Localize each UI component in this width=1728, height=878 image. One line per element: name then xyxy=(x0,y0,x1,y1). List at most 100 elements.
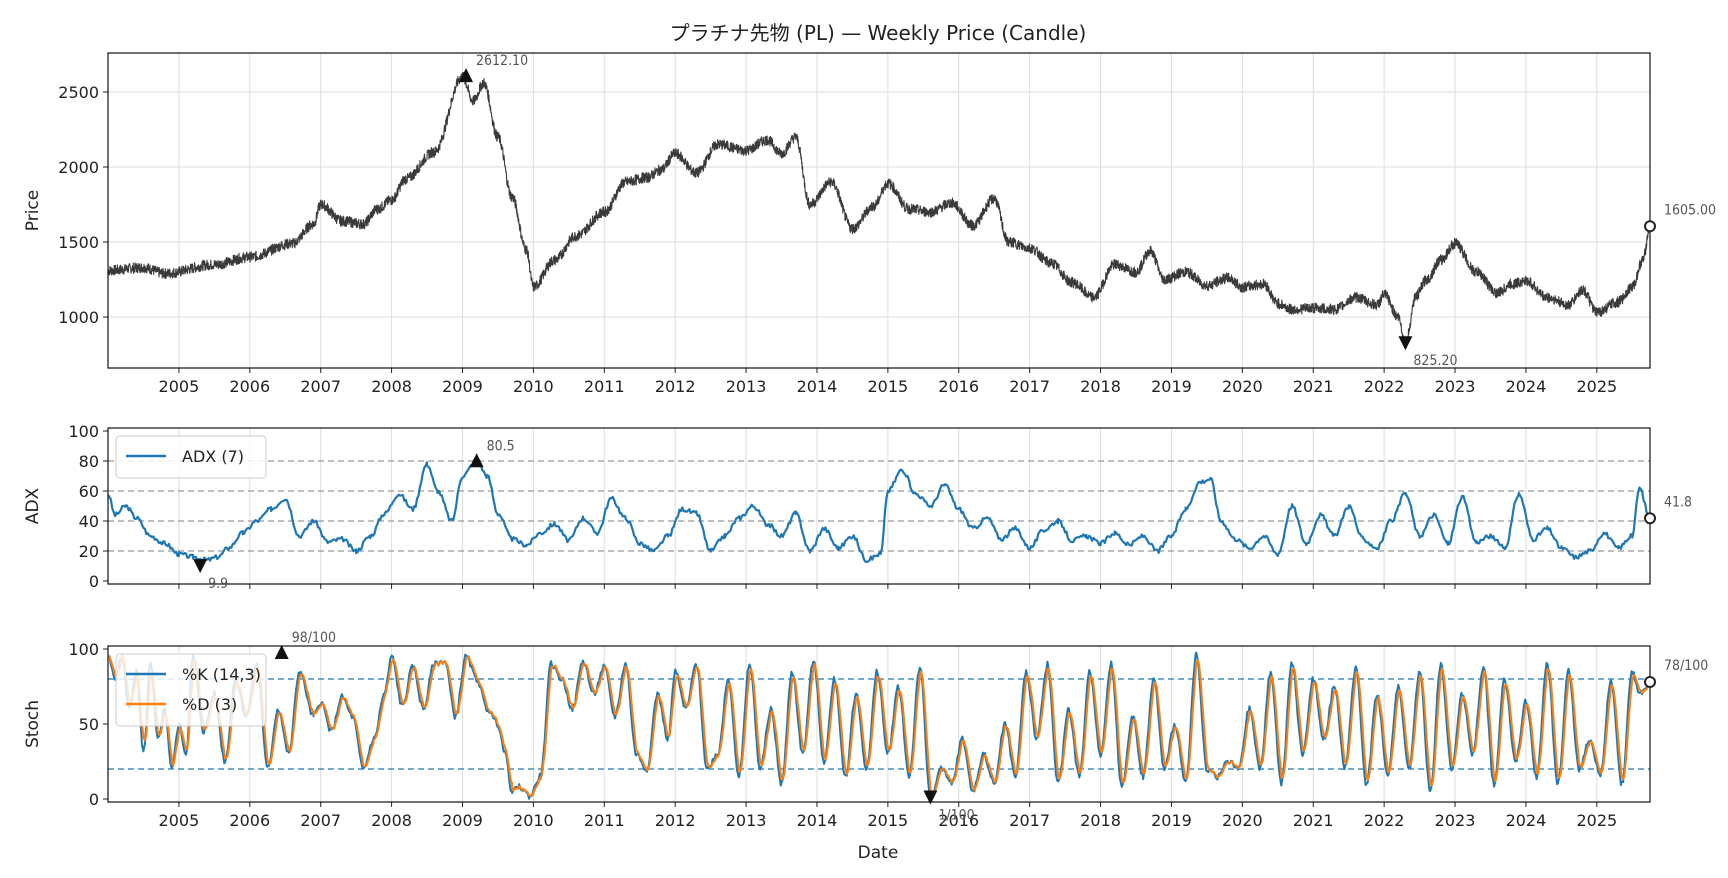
chart-title: プラチナ先物 (PL) — Weekly Price (Candle) xyxy=(670,21,1087,45)
last-value-label: 41.8 xyxy=(1664,494,1692,510)
chart-panels: 2005 2006 2007 2008 2009 2010 2011 2012 2013 2014… xyxy=(23,52,1716,830)
y-tick-label: 1000 xyxy=(58,308,99,327)
min-marker xyxy=(1398,336,1413,351)
x-tick-label: 2020 xyxy=(1222,811,1263,830)
y-tick-label: 0 xyxy=(89,790,99,809)
x-tick-label: 2008 xyxy=(371,377,412,396)
x-tick-label: 2005 xyxy=(159,811,200,830)
x-tick-label: 2007 xyxy=(300,377,341,396)
x-tick-label: 2017 xyxy=(1009,811,1050,830)
x-tick-label: 2010 xyxy=(513,377,554,396)
legend: %K (14,3) %D (3) xyxy=(115,653,267,727)
panel-stoch: 2005 2006 2007 2008 2009 2010 2011 2012 2013 2014… xyxy=(23,630,1708,830)
max-label: 80.5 xyxy=(487,438,515,454)
x-tick-label: 2009 xyxy=(442,377,483,396)
x-tick-label: 2013 xyxy=(726,811,767,830)
x-tick-label: 2021 xyxy=(1293,377,1334,396)
max-marker xyxy=(274,645,289,659)
x-tick-label: 2019 xyxy=(1151,377,1192,396)
x-tick-label: 2023 xyxy=(1435,811,1476,830)
y-tick-label: 40 xyxy=(79,512,99,531)
y-tick-label: 0 xyxy=(89,572,99,591)
legend-label: %D (3) xyxy=(182,695,237,714)
x-tick-label: 2018 xyxy=(1080,377,1121,396)
y-tick-label: 100 xyxy=(68,422,99,441)
min-label: 9.9 xyxy=(208,576,228,592)
max-marker xyxy=(459,68,474,83)
x-tick-label: 2016 xyxy=(938,811,979,830)
max-label: 2612.10 xyxy=(476,53,528,69)
y-tick-label: 100 xyxy=(68,640,99,659)
price-series xyxy=(108,72,1650,349)
y-axis-title: Stoch xyxy=(23,700,43,748)
legend-label: ADX (7) xyxy=(182,447,244,466)
x-axis-title: Date xyxy=(858,843,899,863)
x-tick-label: 2005 xyxy=(159,377,200,396)
x-tick-label: 2020 xyxy=(1222,377,1263,396)
x-tick-label: 2016 xyxy=(938,377,979,396)
series-group-price xyxy=(108,72,1650,349)
last-value-label: 78/100 xyxy=(1664,658,1708,674)
last-value-marker xyxy=(1644,676,1656,688)
x-tick-label: 2014 xyxy=(797,377,838,396)
panel-frame xyxy=(107,427,1651,585)
panel-adx: 0 20 40 60 80 100 ADX 80.5 9.9 41.8 ADX (7) xyxy=(23,422,1692,592)
x-tick-label: 2008 xyxy=(371,811,412,830)
y-tick-label: 2000 xyxy=(58,158,99,177)
legend: ADX (7) xyxy=(115,435,267,479)
last-value-marker xyxy=(1644,220,1656,233)
x-tick-label: 2019 xyxy=(1151,811,1192,830)
max-marker xyxy=(469,453,484,468)
x-tick-label: 2006 xyxy=(229,377,270,396)
x-tick-label: 2006 xyxy=(229,811,270,830)
y-tick-label: 50 xyxy=(79,715,99,734)
x-tick-label: 2015 xyxy=(868,811,909,830)
last-value-marker xyxy=(1644,512,1656,525)
stoch-d-series xyxy=(108,655,1650,798)
y-tick-label: 60 xyxy=(79,482,99,501)
x-tick-label: 2015 xyxy=(868,377,909,396)
min-label: 825.20 xyxy=(1413,353,1457,369)
x-tick-label: 2012 xyxy=(655,811,696,830)
x-tick-label: 2010 xyxy=(513,811,554,830)
legend-box xyxy=(115,435,267,479)
series-group-adx xyxy=(108,458,1650,564)
x-tick-label: 2014 xyxy=(797,811,838,830)
legend-label: %K (14,3) xyxy=(182,665,261,684)
x-tick-label: 2009 xyxy=(442,811,483,830)
max-label: 98/100 xyxy=(292,630,336,646)
adx-series xyxy=(108,458,1650,564)
x-tick-label: 2018 xyxy=(1080,811,1121,830)
x-tick-label: 2011 xyxy=(584,377,625,396)
y-axis-title: Price xyxy=(23,190,43,231)
x-tick-label: 2022 xyxy=(1364,811,1405,830)
panel-frame xyxy=(107,52,1651,369)
min-marker xyxy=(193,559,208,574)
x-tick-label: 2025 xyxy=(1576,377,1617,396)
stoch-k-series xyxy=(108,651,1650,800)
x-tick-label: 2024 xyxy=(1506,377,1547,396)
x-tick-label: 2013 xyxy=(726,377,767,396)
x-tick-label: 2012 xyxy=(655,377,696,396)
legend-box xyxy=(115,653,267,727)
x-tick-label: 2024 xyxy=(1506,811,1547,830)
y-tick-label: 20 xyxy=(79,542,99,561)
x-tick-label: 2007 xyxy=(300,811,341,830)
x-tick-label: 2017 xyxy=(1009,377,1050,396)
y-tick-label: 80 xyxy=(79,452,99,471)
last-value-label: 1605.00 xyxy=(1664,202,1716,218)
x-tick-label: 2025 xyxy=(1576,811,1617,830)
min-label: 1/100 xyxy=(938,808,974,824)
y-tick-label: 1500 xyxy=(58,233,99,252)
min-marker xyxy=(923,790,938,805)
x-tick-label: 2011 xyxy=(584,811,625,830)
panel-frame xyxy=(107,645,1651,803)
x-tick-label: 2022 xyxy=(1364,377,1405,396)
series-group-stoch xyxy=(108,651,1650,800)
y-tick-label: 2500 xyxy=(58,83,99,102)
y-axis-title: ADX xyxy=(23,487,43,524)
panel-price: 2005 2006 2007 2008 2009 2010 2011 2012 2013 2014… xyxy=(23,52,1716,396)
x-tick-label: 2023 xyxy=(1435,377,1476,396)
x-tick-label: 2021 xyxy=(1293,811,1334,830)
